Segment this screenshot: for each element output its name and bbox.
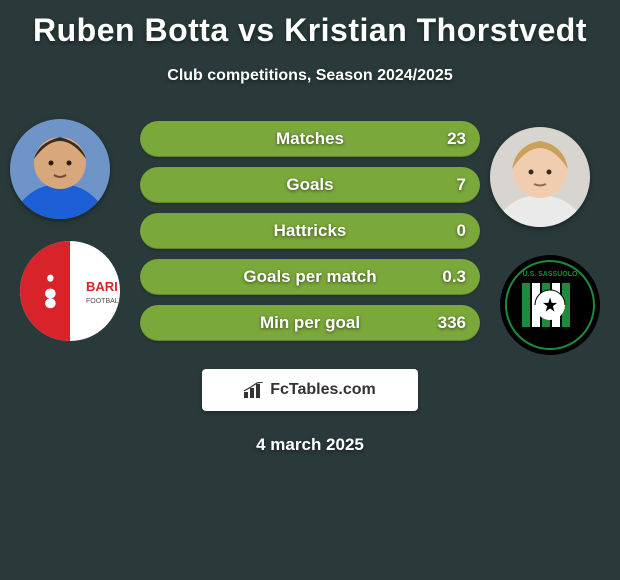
stat-label: Goals: [286, 175, 333, 195]
svg-text:FOOTBALL CLUB: FOOTBALL CLUB: [86, 298, 120, 305]
subtitle: Club competitions, Season 2024/2025: [0, 67, 620, 85]
sassuolo-logo-icon: U.S. SASSUOLO: [500, 255, 600, 355]
stat-label: Hattricks: [274, 221, 347, 241]
stat-row-goals: Goals 7: [140, 167, 480, 203]
stat-value: 0.3: [442, 267, 466, 287]
bari-logo-icon: BARI FOOTBALL CLUB: [20, 241, 120, 341]
svg-text:U.S. SASSUOLO: U.S. SASSUOLO: [523, 271, 578, 278]
player-left-avatar: [10, 119, 110, 219]
stat-rows: Matches 23 Goals 7 Hattricks 0 Goals per…: [140, 121, 480, 341]
stat-row-min-per-goal: Min per goal 336: [140, 305, 480, 341]
brand-box[interactable]: FcTables.com: [202, 369, 418, 411]
player-left-portrait-icon: [10, 119, 110, 219]
stat-label: Goals per match: [243, 267, 376, 287]
stat-row-matches: Matches 23: [140, 121, 480, 157]
stat-value: 0: [457, 221, 466, 241]
stat-value: 23: [447, 129, 466, 149]
club-right-logo: U.S. SASSUOLO: [500, 255, 600, 355]
page-title: Ruben Botta vs Kristian Thorstvedt: [0, 0, 620, 49]
stat-value: 7: [457, 175, 466, 195]
player-right-portrait-icon: [490, 127, 590, 227]
club-left-logo: BARI FOOTBALL CLUB: [20, 241, 120, 341]
brand-text: FcTables.com: [270, 381, 376, 399]
stats-area: BARI FOOTBALL CLUB U.S. SASSUOLO Matches…: [0, 121, 620, 351]
stat-label: Min per goal: [260, 313, 360, 333]
stat-row-hattricks: Hattricks 0: [140, 213, 480, 249]
player-right-avatar: [490, 127, 590, 227]
stat-row-goals-per-match: Goals per match 0.3: [140, 259, 480, 295]
stat-value: 336: [438, 313, 466, 333]
date-text: 4 march 2025: [0, 435, 620, 455]
stat-label: Matches: [276, 129, 344, 149]
svg-text:BARI: BARI: [86, 279, 118, 294]
bar-chart-icon: [244, 382, 264, 398]
